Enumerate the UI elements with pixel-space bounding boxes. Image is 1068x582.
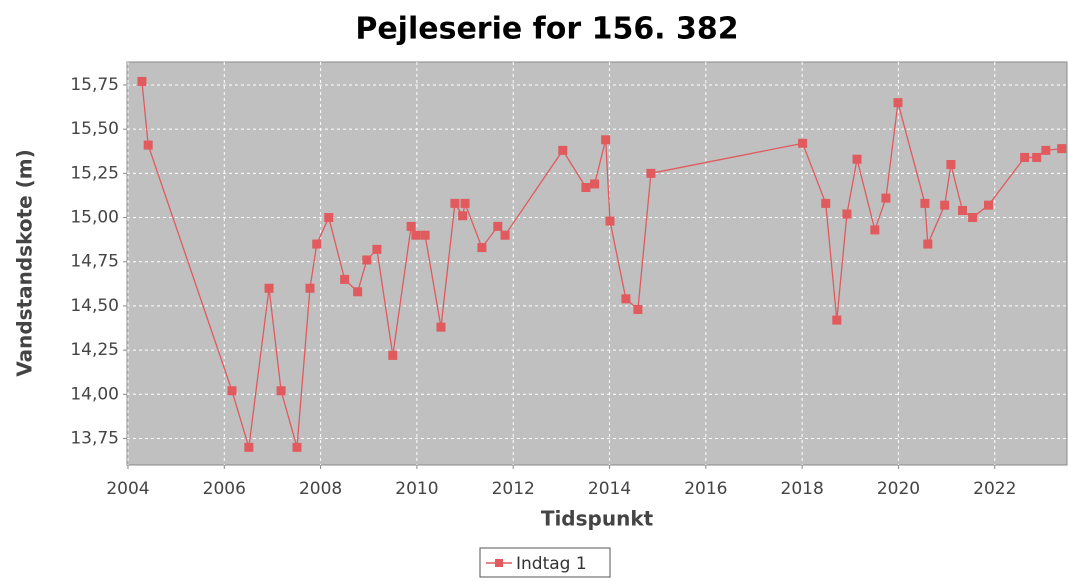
x-tick-label: 2022 — [973, 479, 1016, 499]
chart-title: Pejleserie for 156. 382 — [355, 12, 738, 47]
marker — [264, 283, 274, 293]
legend-label: Indtag 1 — [516, 554, 587, 574]
legend-marker — [495, 559, 503, 567]
y-tick-label: 15,00 — [70, 208, 119, 228]
marker — [842, 209, 852, 219]
y-tick-label: 15,75 — [70, 75, 119, 95]
marker — [312, 239, 322, 249]
x-tick-label: 2014 — [588, 479, 631, 499]
marker — [832, 315, 842, 325]
marker — [605, 216, 615, 226]
marker — [821, 198, 831, 208]
marker — [388, 350, 398, 360]
x-tick-label: 2016 — [684, 479, 727, 499]
marker — [581, 182, 591, 192]
marker — [340, 274, 350, 284]
x-tick-label: 2012 — [492, 479, 535, 499]
x-axis-label: Tidspunkt — [541, 507, 654, 531]
marker — [590, 179, 600, 189]
marker — [244, 442, 254, 452]
x-tick-label: 2004 — [106, 479, 149, 499]
marker — [500, 230, 510, 240]
marker — [958, 205, 968, 215]
marker — [646, 168, 656, 178]
marker — [621, 294, 631, 304]
marker — [436, 322, 446, 332]
marker — [227, 386, 237, 396]
x-tick-label: 2006 — [203, 479, 246, 499]
marker — [292, 442, 302, 452]
x-tick-label: 2018 — [781, 479, 824, 499]
marker — [305, 283, 315, 293]
marker — [870, 225, 880, 235]
marker — [493, 221, 503, 231]
marker — [923, 239, 933, 249]
y-tick-label: 14,50 — [70, 296, 119, 316]
marker — [362, 255, 372, 265]
marker — [372, 244, 382, 254]
y-tick-label: 13,75 — [70, 428, 119, 448]
marker — [420, 230, 430, 240]
marker — [137, 76, 147, 86]
marker — [633, 304, 643, 314]
marker — [324, 213, 334, 223]
marker — [1057, 144, 1067, 154]
marker — [852, 154, 862, 164]
y-tick-label: 14,75 — [70, 252, 119, 272]
marker — [1041, 145, 1051, 155]
x-tick-label: 2020 — [877, 479, 920, 499]
marker — [798, 138, 808, 148]
x-tick-label: 2010 — [395, 479, 438, 499]
y-tick-label: 14,00 — [70, 384, 119, 404]
marker — [276, 386, 286, 396]
marker — [920, 198, 930, 208]
marker — [946, 160, 956, 170]
series-line — [141, 81, 1062, 448]
y-axis-label: Vandstandskote (m) — [13, 149, 37, 377]
marker — [881, 193, 891, 203]
marker — [460, 198, 470, 208]
marker — [893, 98, 903, 108]
marker — [411, 230, 421, 240]
marker — [601, 135, 611, 145]
marker — [940, 200, 950, 210]
marker — [1032, 152, 1042, 162]
marker — [558, 145, 568, 155]
y-tick-label: 15,25 — [70, 163, 119, 183]
marker — [968, 213, 978, 223]
marker — [406, 221, 416, 231]
marker — [450, 198, 460, 208]
marker — [353, 287, 363, 297]
y-tick-label: 14,25 — [70, 340, 119, 360]
marker — [1020, 152, 1030, 162]
marker — [143, 140, 153, 150]
marker — [984, 200, 994, 210]
marker — [458, 211, 468, 221]
marker — [477, 243, 487, 253]
y-tick-label: 15,50 — [70, 119, 119, 139]
x-tick-label: 2008 — [299, 479, 342, 499]
plot-area — [126, 61, 1068, 466]
